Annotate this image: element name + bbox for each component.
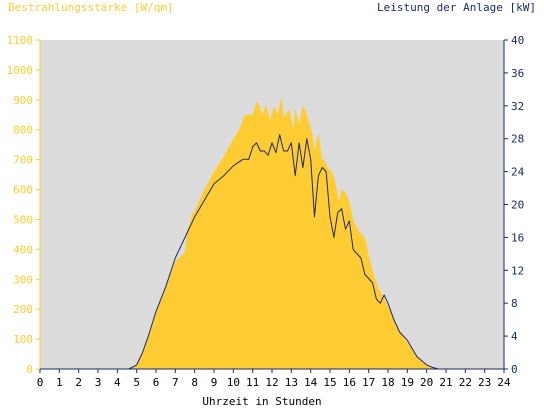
right-tick-label: 8	[511, 297, 518, 310]
left-axis-title: Bestrahlungsstärke [W/qm]	[8, 1, 174, 14]
x-tick-label: 18	[381, 376, 394, 389]
x-tick-label: 14	[304, 376, 318, 389]
x-tick-label: 7	[172, 376, 179, 389]
left-tick-label: 600	[13, 184, 33, 197]
left-tick-label: 1000	[7, 64, 34, 77]
x-tick-label: 17	[362, 376, 375, 389]
left-tick-label: 200	[13, 303, 33, 316]
x-tick-label: 9	[211, 376, 218, 389]
irradiance-area-series	[40, 96, 504, 370]
x-tick-label: 6	[153, 376, 160, 389]
x-tick-label: 13	[285, 376, 298, 389]
x-tick-label: 10	[227, 376, 240, 389]
x-tick-label: 21	[439, 376, 452, 389]
x-tick-label: 15	[323, 376, 336, 389]
left-tick-label: 500	[13, 213, 33, 226]
right-tick-label: 12	[511, 264, 524, 277]
x-tick-label: 22	[459, 376, 472, 389]
right-tick-label: 16	[511, 231, 524, 244]
x-tick-label: 8	[191, 376, 198, 389]
x-tick-label: 20	[420, 376, 433, 389]
left-tick-label: 400	[13, 243, 33, 256]
x-tick-label: 0	[37, 376, 44, 389]
x-tick-label: 16	[343, 376, 356, 389]
power-line-series	[40, 134, 504, 370]
x-tick-label: 23	[478, 376, 491, 389]
left-tick-label: 300	[13, 273, 33, 286]
x-tick-label: 3	[95, 376, 102, 389]
left-tick-label: 900	[13, 94, 33, 107]
left-tick-label: 1100	[7, 34, 34, 47]
right-tick-label: 0	[511, 363, 518, 376]
right-tick-label: 36	[511, 67, 524, 80]
axis-layer: 0100200300400500600700800900100011000481…	[7, 34, 525, 389]
x-tick-label: 11	[246, 376, 259, 389]
x-tick-label: 2	[75, 376, 82, 389]
right-tick-label: 4	[511, 330, 518, 343]
x-axis-title: Uhrzeit in Stunden	[202, 395, 321, 408]
x-tick-label: 19	[401, 376, 414, 389]
left-tick-label: 800	[13, 124, 33, 137]
x-tick-label: 12	[265, 376, 278, 389]
right-axis-title: Leistung der Anlage [kW]	[377, 1, 536, 14]
right-tick-label: 40	[511, 34, 524, 47]
x-tick-label: 1	[56, 376, 63, 389]
left-tick-label: 100	[13, 333, 33, 346]
left-tick-label: 700	[13, 154, 33, 167]
right-tick-label: 32	[511, 100, 524, 113]
series-layer	[40, 96, 504, 370]
right-tick-label: 20	[511, 199, 524, 212]
right-tick-label: 24	[511, 166, 525, 179]
x-tick-label: 5	[133, 376, 140, 389]
x-tick-label: 4	[114, 376, 121, 389]
right-tick-label: 28	[511, 133, 524, 146]
x-tick-label: 24	[497, 376, 511, 389]
left-tick-label: 0	[26, 363, 33, 376]
